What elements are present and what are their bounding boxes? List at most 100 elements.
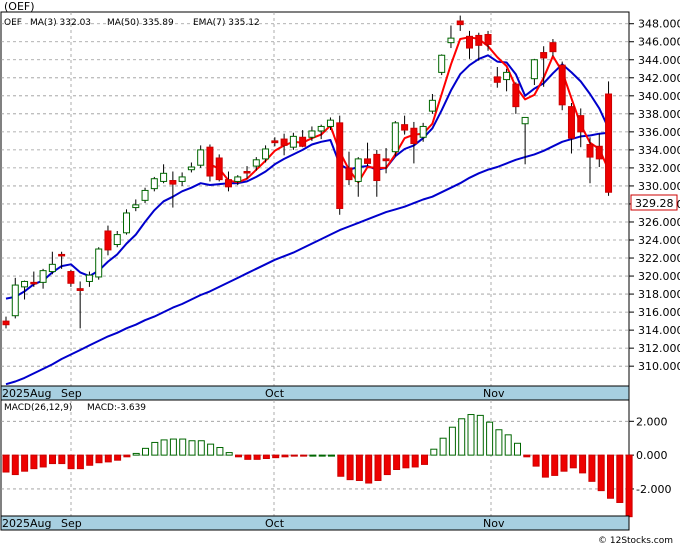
candle-up <box>326 119 334 127</box>
candle-down <box>243 171 251 174</box>
macd-bar <box>421 454 428 465</box>
ema7-path <box>5 54 610 300</box>
candle-down <box>364 158 372 164</box>
candle-down <box>456 20 464 26</box>
macd-y-axis: 2.000 0.000 -2.000 <box>629 415 671 496</box>
macd-bar <box>300 454 308 457</box>
legend-item: MA(3) 332.03 <box>30 18 91 28</box>
macd-bar <box>142 447 149 456</box>
candle-up <box>11 284 19 317</box>
candle-up <box>521 116 529 125</box>
macd-bar <box>197 440 205 456</box>
macd-bar <box>439 437 447 456</box>
macd-bar <box>262 454 270 460</box>
macd-bar <box>290 454 298 457</box>
y-tick-label: 344.000 <box>638 54 680 67</box>
candle-down <box>586 143 594 158</box>
candle-down <box>373 153 381 182</box>
ma50-path <box>5 131 609 386</box>
candle-up <box>95 248 103 278</box>
date-label: Oct <box>265 387 285 400</box>
price-grid <box>1 12 629 386</box>
macd-bar <box>95 454 103 464</box>
candle-up <box>21 280 29 288</box>
y-tick-label: 338.000 <box>638 108 680 121</box>
candle-down <box>336 122 344 209</box>
y-tick-label: 312.000 <box>638 342 680 355</box>
candle-down <box>215 157 223 181</box>
macd-bar <box>560 454 568 472</box>
y-tick-label: 310.000 <box>638 360 680 373</box>
candle-up <box>234 176 242 182</box>
macd-bar <box>523 454 531 458</box>
legend: OEF MA(3) 332.03 MA(50) 335.89 EMA(7) 335.1… <box>4 18 260 28</box>
macd-bar <box>132 452 140 456</box>
legend-item: OEF <box>4 18 22 28</box>
candle-down <box>577 115 585 133</box>
macd-bar <box>355 454 363 481</box>
y-tick-label: 314.000 <box>638 324 680 337</box>
macd-bar <box>579 454 587 474</box>
candle-up <box>39 270 47 283</box>
candle-down <box>345 167 353 181</box>
candle-down <box>271 140 279 144</box>
y-tick-label: 334.000 <box>638 144 680 157</box>
macd-bar <box>402 454 410 469</box>
last-price-box <box>630 194 678 211</box>
candle-down <box>382 158 390 162</box>
macd-bar <box>393 454 401 470</box>
candle-down <box>466 35 473 49</box>
last-price-label: 329.28 <box>635 197 674 210</box>
macd-value: MACD:-3.639 <box>87 403 146 413</box>
candle-down <box>558 64 566 106</box>
date-label: Sep <box>61 517 82 530</box>
macd-bar <box>607 454 614 499</box>
y-tick-label: 316.000 <box>638 306 680 319</box>
watermark: © 12Stocks.com <box>598 536 673 546</box>
candle-down <box>58 253 66 257</box>
candle-up <box>317 125 325 132</box>
candle-down <box>206 146 214 177</box>
y-tick-label: 324.000 <box>638 234 680 247</box>
y-tick-label: 318.000 <box>638 288 680 301</box>
macd-bar <box>49 454 56 465</box>
macd-bar <box>430 448 438 456</box>
candle-up <box>262 148 270 160</box>
price-panel <box>0 11 630 399</box>
date-axis-bottom: 2025Aug Sep Oct Nov <box>2 517 505 530</box>
macd-bar <box>169 438 177 456</box>
macd-bar <box>11 454 19 476</box>
candle-down <box>410 127 418 145</box>
macd-bar <box>346 454 354 481</box>
macd-bar <box>151 441 159 456</box>
candle-up <box>160 172 168 182</box>
date-label: Nov <box>483 517 505 530</box>
y-tick-label: 322.000 <box>638 252 680 265</box>
y-tick-label: 336.000 <box>638 126 680 139</box>
macd-bar <box>532 454 540 467</box>
candle-up <box>447 37 455 44</box>
macd-bar <box>337 454 345 477</box>
candle-up <box>252 159 260 167</box>
macd-bar <box>114 454 122 461</box>
macd-bar <box>235 454 242 458</box>
macd-bar <box>588 454 596 482</box>
macd-bar <box>2 454 10 473</box>
macd-bar <box>383 454 391 476</box>
svg-text:© 12Stocks.com: © 12Stocks.com <box>598 536 673 546</box>
candle-up <box>289 135 297 148</box>
macd-bar <box>225 452 233 456</box>
date-label: 2025Aug <box>2 517 51 530</box>
date-label: Nov <box>483 387 505 400</box>
macd-bar <box>188 440 196 456</box>
y-tick-label: 326.000 <box>638 216 680 229</box>
legend-item: MA(50) 335.89 <box>107 18 174 28</box>
candle-down <box>512 83 520 108</box>
candle-down <box>401 124 409 131</box>
y-tick-label: 342.000 <box>638 72 680 85</box>
macd-bar <box>486 421 494 456</box>
candle-down <box>30 281 38 285</box>
candle-up <box>187 166 195 171</box>
ma3-path <box>209 36 610 184</box>
candle-up <box>141 189 149 201</box>
